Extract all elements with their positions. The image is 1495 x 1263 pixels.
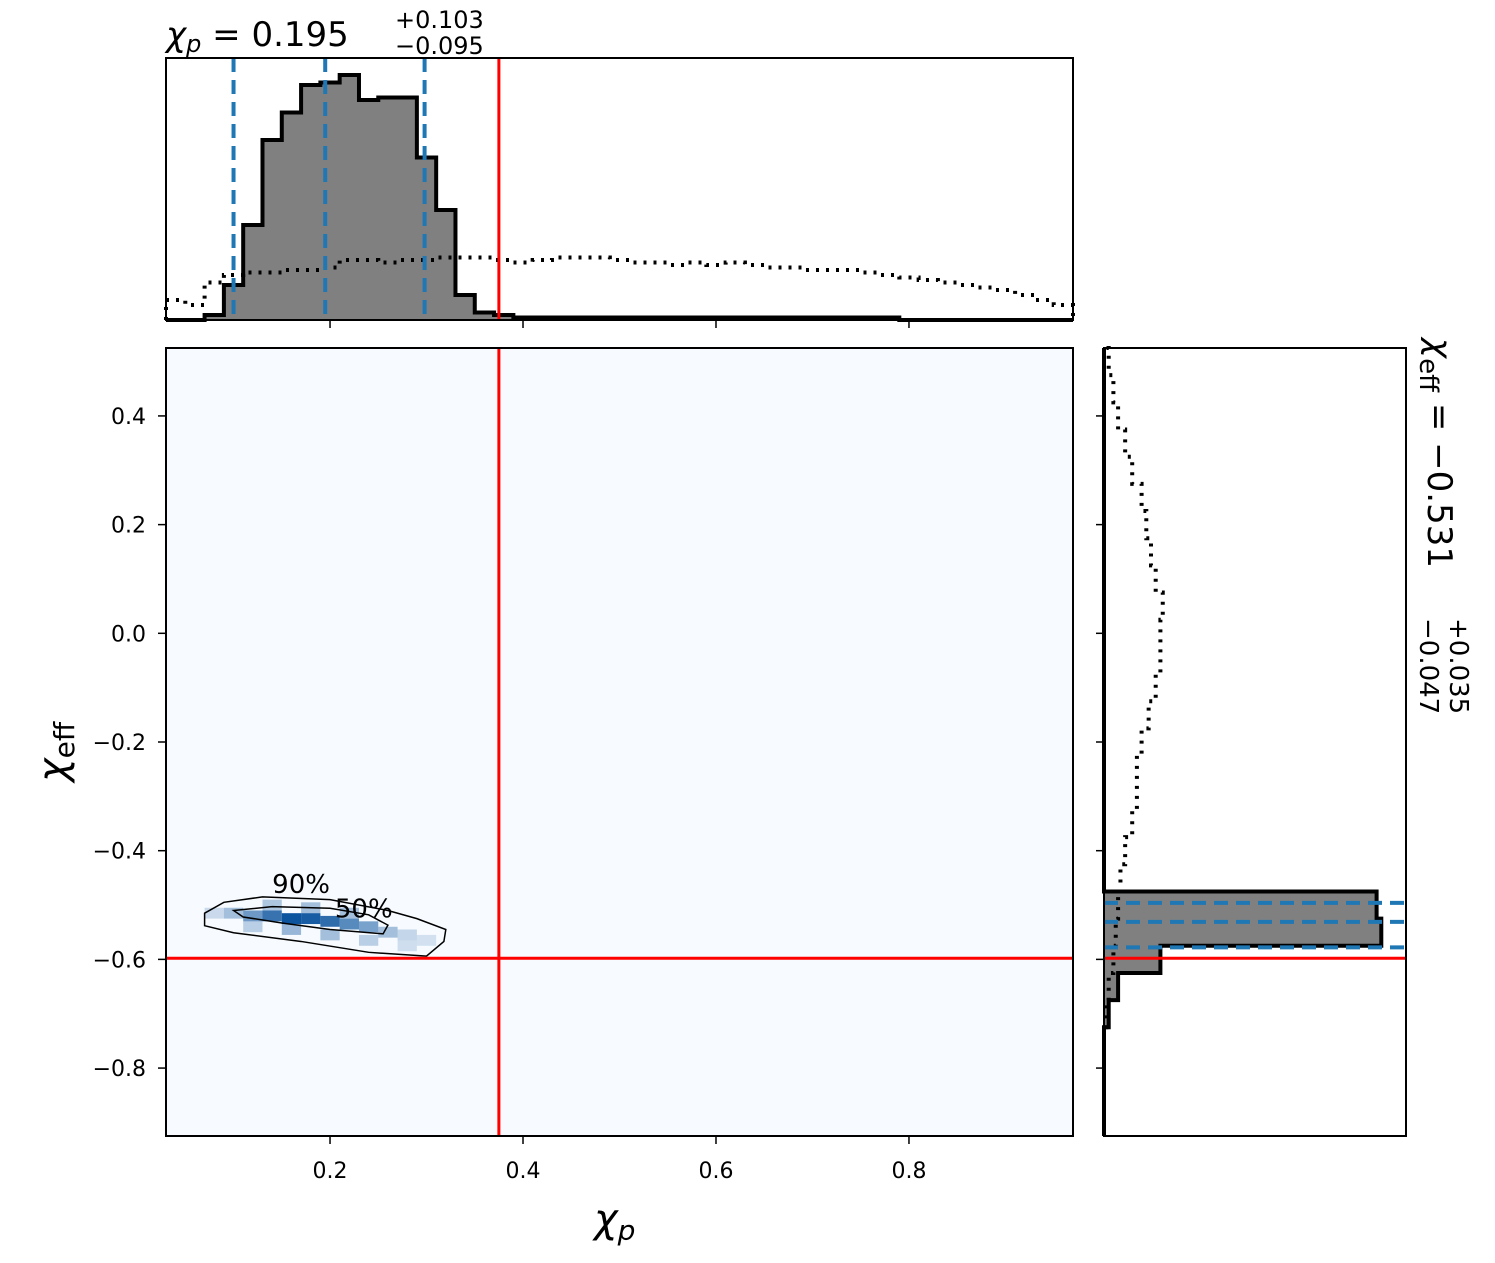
density-cell-7	[339, 918, 359, 930]
chi-p-marginal-histogram	[164, 57, 1075, 328]
chi-p-upper-error: +0.103	[395, 6, 484, 34]
chi-p-prior-outline	[164, 255, 1075, 320]
chi-p-posterior-outline	[166, 73, 1073, 322]
density-cell-0	[204, 907, 224, 919]
chi-p-posterior-fill	[166, 75, 1073, 320]
density-cell-17	[320, 929, 340, 941]
density-cell-11	[416, 934, 437, 946]
contour-label-1: 50%	[335, 895, 393, 925]
density-cell-12	[262, 899, 282, 911]
chi-eff-summary-title: χeff = −0.531 +0.035 −0.047	[1413, 336, 1473, 714]
chi-eff-posterior-fill	[1104, 348, 1382, 1136]
density-cell-2	[243, 910, 263, 922]
density-cell-3	[262, 910, 282, 922]
x-tick-label-2: 0.6	[698, 1159, 733, 1184]
contour-90pct	[203, 896, 447, 957]
joint-density-panel: 90%50% 0.2 0.4 0.6 0.8 0.4 0.2 0.0 −0.2 −0.4 −0.6 −…	[93, 347, 1074, 1184]
svg-text:χeff = −0.531: χeff = −0.531	[1413, 336, 1459, 568]
y-tick-label-0: 0.4	[111, 405, 146, 430]
x-tick-label-1: 0.4	[506, 1159, 541, 1184]
y-tick-label-3: −0.2	[93, 731, 146, 756]
chi-eff-lower-error: −0.047	[1413, 618, 1443, 714]
y-axis-label: χeff	[30, 721, 81, 784]
y-tick-label-1: 0.2	[111, 514, 146, 539]
contour-label-0: 90%	[272, 870, 330, 900]
chi-eff-prior-outline	[1102, 346, 1165, 1136]
density-cell-18	[358, 934, 379, 946]
y-tick-label-2: 0.0	[111, 622, 146, 647]
chi-p-summary-title: χp = 0.195	[164, 15, 349, 58]
x-tick-label-3: 0.8	[891, 1159, 926, 1184]
svg-text:χeff: χeff	[30, 721, 81, 784]
y-tick-label-4: −0.4	[93, 840, 146, 865]
density-cell-9	[378, 926, 398, 938]
chi-eff-marginal-histogram	[1096, 346, 1407, 1137]
chi-p-lower-error: −0.095	[395, 32, 484, 60]
density-cell-14	[339, 907, 359, 919]
chi-eff-upper-error: +0.035	[1443, 618, 1473, 714]
density-cell-4	[281, 913, 302, 925]
joint-background	[166, 348, 1073, 1136]
density-cell-16	[281, 924, 302, 935]
density-cell-19	[397, 940, 417, 952]
density-cell-8	[358, 921, 379, 933]
density-cell-6	[320, 915, 340, 927]
chi-eff-posterior-outline	[1102, 348, 1384, 1136]
y-tick-label-5: −0.6	[93, 948, 146, 973]
top-panel-frame	[165, 57, 1074, 321]
x-tick-label-0: 0.2	[313, 1159, 348, 1184]
right-panel-frame	[1103, 347, 1407, 1137]
density-cell-15	[243, 921, 263, 933]
contour-50pct	[231, 905, 389, 935]
density-cell-10	[397, 929, 417, 941]
y-tick-label-6: −0.8	[93, 1057, 146, 1082]
density-cell-1	[223, 907, 244, 919]
density-cell-5	[301, 913, 321, 925]
x-axis-label: χp	[592, 1196, 635, 1247]
